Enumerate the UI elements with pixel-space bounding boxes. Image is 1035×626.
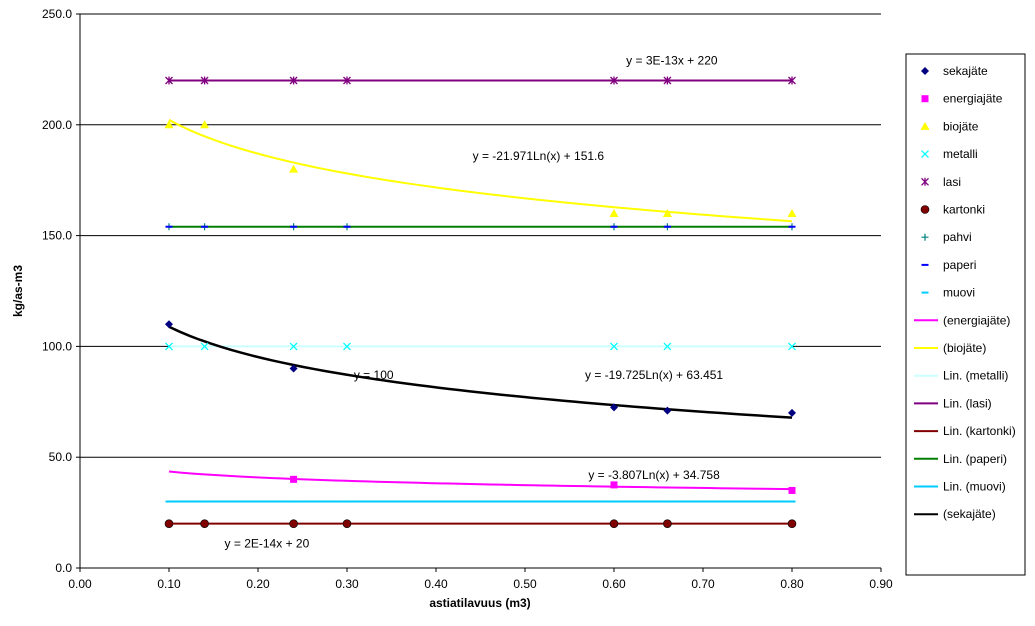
legend-label: sekajäte	[943, 64, 988, 78]
trendline	[168, 119, 793, 223]
x-tick-label: 0.50	[513, 577, 537, 591]
y-tick-label: 250.0	[42, 7, 72, 21]
data-point	[164, 120, 174, 129]
legend-label: biojäte	[943, 119, 979, 133]
legend-symbol	[921, 67, 929, 75]
data-point	[289, 76, 298, 85]
legend-label: (biojäte)	[943, 341, 986, 355]
legend: sekajäte energiajäte biojäte metalli lasi kar…	[914, 64, 1016, 521]
trendline	[168, 325, 793, 419]
data-point	[165, 76, 173, 85]
data-point	[788, 342, 796, 351]
legend-label: Lin. (kartonki)	[943, 424, 1016, 438]
data-point	[289, 342, 298, 351]
data-point	[788, 76, 796, 85]
legend-label: kartonki	[943, 203, 985, 217]
legend-symbol	[920, 121, 930, 130]
axes: 0.0 50.0 100.0 150.0 200.0 250.0 0.00 0.10 0.20 0…	[42, 7, 893, 591]
equation-label: y = 100	[354, 368, 394, 382]
x-tick-label: 0.10	[157, 577, 181, 591]
data-point	[609, 208, 619, 217]
y-tick-label: 150.0	[42, 229, 72, 243]
equation-label: y = -21.971Ln(x) + 151.6	[473, 149, 605, 163]
equation-label: y = -19.725Ln(x) + 63.451	[585, 368, 723, 382]
legend-label: Lin. (muovi)	[943, 480, 1006, 494]
data-point	[343, 342, 351, 351]
legend-label: Lin. (lasi)	[943, 396, 992, 410]
x-tick-label: 0.70	[691, 577, 715, 591]
x-axis-title: astiatilavuus (m3)	[429, 596, 530, 610]
legend-label: (sekajäte)	[943, 507, 996, 521]
equation-label: y = -3.807Ln(x) + 34.758	[588, 468, 720, 482]
equation-labels: y = 3E-13x + 220 y = -21.971Ln(x) + 151.6…	[225, 54, 724, 551]
legend-label: Lin. (paperi)	[943, 452, 1007, 466]
equation-label: y = 3E-13x + 220	[626, 54, 718, 68]
y-tick-label: 200.0	[42, 118, 72, 132]
legend-label: Lin. (metalli)	[943, 369, 1008, 383]
data-point	[289, 164, 299, 173]
x-tick-label: 0.90	[869, 577, 893, 591]
data-point	[663, 406, 672, 415]
data-point	[165, 342, 173, 351]
y-axis-title: kg/as-m3	[11, 265, 25, 317]
data-point	[609, 519, 619, 528]
y-tick-label: 100.0	[42, 339, 72, 353]
data-point	[289, 519, 298, 528]
legend-label: muovi	[943, 286, 975, 300]
data-point	[200, 120, 210, 129]
trendlines	[168, 79, 793, 525]
legend-label: paperi	[943, 258, 976, 272]
data-point	[663, 76, 672, 85]
data-point	[787, 519, 797, 528]
data-point	[289, 364, 298, 373]
legend-box	[905, 53, 1026, 576]
data-point	[165, 320, 173, 329]
x-tick-label: 0.80	[780, 577, 804, 591]
legend-label: (energiajäte)	[943, 313, 1010, 327]
legend-label: pahvi	[943, 230, 972, 244]
data-point	[610, 403, 618, 412]
legend-symbol	[921, 95, 929, 103]
x-tick-label: 0.30	[335, 577, 359, 591]
data-point	[663, 519, 672, 528]
data-point	[788, 408, 796, 417]
data-point	[662, 208, 672, 217]
legend-symbol	[921, 150, 929, 159]
data-point	[200, 519, 209, 528]
x-tick-label: 0.40	[424, 577, 448, 591]
legend-symbol	[921, 233, 929, 241]
data-point	[164, 519, 174, 528]
y-tick-label: 50.0	[49, 450, 73, 464]
x-tick-label: 0.60	[602, 577, 626, 591]
data-point	[343, 76, 351, 85]
data-point	[610, 481, 618, 489]
legend-label: energiajäte	[943, 92, 1003, 106]
legend-label: lasi	[943, 175, 961, 189]
data-point	[290, 475, 298, 483]
data-markers	[164, 76, 797, 528]
data-point	[610, 76, 618, 85]
data-point	[663, 342, 672, 351]
x-tick-label: 0.00	[68, 577, 92, 591]
trendline	[168, 470, 793, 491]
legend-symbol	[920, 205, 930, 214]
data-point	[200, 342, 209, 351]
data-point	[342, 519, 352, 528]
x-tick-label: 0.20	[246, 577, 270, 591]
data-point	[200, 76, 209, 85]
data-point	[610, 342, 618, 351]
legend-symbol	[921, 177, 929, 186]
data-point	[788, 486, 796, 494]
equation-label: y = 2E-14x + 20	[225, 537, 310, 551]
y-tick-label: 0.0	[55, 561, 72, 575]
data-point	[787, 208, 797, 217]
legend-label: metalli	[943, 147, 978, 161]
